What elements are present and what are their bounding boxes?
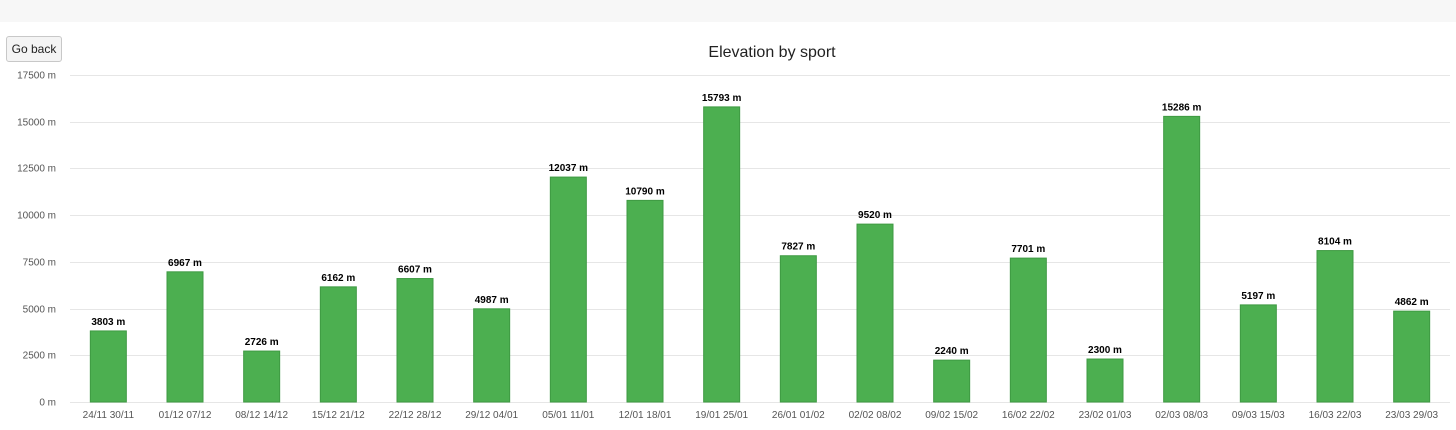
x-tick-label: 16/02 22/02 — [1002, 410, 1055, 421]
bar[interactable] — [1316, 250, 1354, 403]
y-tick-label: 5000 m — [23, 305, 56, 316]
bar-value-label: 2726 m — [245, 337, 279, 348]
x-tick-label: 26/01 01/02 — [772, 410, 825, 421]
bar-value-label: 15793 m — [702, 93, 742, 104]
bar[interactable] — [319, 286, 357, 403]
y-tick-label: 0 m — [39, 398, 56, 409]
bar-value-label: 9520 m — [858, 210, 892, 221]
bar[interactable] — [473, 308, 511, 403]
bar-value-label: 6162 m — [321, 273, 355, 284]
bar[interactable] — [1009, 257, 1047, 403]
bar-value-label: 3803 m — [91, 317, 125, 328]
x-tick-label: 23/03 29/03 — [1385, 410, 1438, 421]
x-tick-label: 05/01 11/01 — [542, 410, 595, 421]
x-tick-label: 09/03 15/03 — [1232, 410, 1285, 421]
bar[interactable] — [856, 223, 894, 403]
bar[interactable] — [779, 255, 817, 403]
go-back-button[interactable]: Go back — [6, 36, 62, 62]
bar[interactable] — [549, 176, 587, 403]
y-tick-label: 12500 m — [17, 164, 56, 175]
x-tick-label: 24/11 30/11 — [83, 410, 135, 421]
y-tick-label: 15000 m — [17, 118, 56, 129]
bar-value-label: 5197 m — [1241, 291, 1275, 302]
bar[interactable] — [933, 359, 971, 403]
y-tick-label: 10000 m — [17, 211, 56, 222]
bar-value-label: 2300 m — [1088, 345, 1122, 356]
x-tick-label: 02/03 08/03 — [1155, 410, 1208, 421]
x-tick-label: 09/02 15/02 — [925, 410, 978, 421]
bar[interactable] — [1163, 115, 1201, 403]
y-tick-label: 17500 m — [17, 71, 56, 82]
bar-value-label: 7827 m — [781, 242, 815, 253]
bar-value-label: 6607 m — [398, 265, 432, 276]
y-tick-label: 7500 m — [23, 258, 56, 269]
bar-value-label: 4862 m — [1395, 297, 1429, 308]
x-tick-label: 19/01 25/01 — [695, 410, 748, 421]
bar[interactable] — [396, 278, 434, 403]
x-tick-label: 08/12 14/12 — [235, 410, 288, 421]
bar[interactable] — [626, 199, 664, 403]
bar[interactable] — [1086, 358, 1124, 403]
x-tick-label: 02/02 08/02 — [849, 410, 902, 421]
y-tick-label: 2500 m — [23, 351, 56, 362]
top-bar — [0, 0, 1456, 22]
bar-value-label: 7701 m — [1011, 244, 1045, 255]
bar-value-label: 8104 m — [1318, 237, 1352, 248]
x-tick-label: 16/03 22/03 — [1309, 410, 1362, 421]
bar[interactable] — [1239, 304, 1277, 403]
x-tick-label: 15/12 21/12 — [312, 410, 365, 421]
bar-value-label: 6967 m — [168, 258, 202, 269]
bar-value-label: 10790 m — [625, 186, 665, 197]
bar[interactable] — [1393, 310, 1431, 403]
bar[interactable] — [89, 330, 127, 403]
x-tick-label: 29/12 04/01 — [465, 410, 518, 421]
x-tick-label: 22/12 28/12 — [389, 410, 442, 421]
bar[interactable] — [703, 106, 741, 403]
bar-value-label: 12037 m — [549, 163, 589, 174]
chart-title: Elevation by sport — [708, 44, 836, 61]
x-tick-label: 23/02 01/03 — [1079, 410, 1132, 421]
bar-value-label: 2240 m — [935, 346, 969, 357]
x-tick-label: 12/01 18/01 — [619, 410, 672, 421]
bar[interactable] — [166, 271, 204, 403]
bar[interactable] — [243, 350, 281, 403]
bar-value-label: 4987 m — [475, 295, 509, 306]
bar-value-label: 15286 m — [1162, 102, 1202, 113]
x-tick-label: 01/12 07/12 — [159, 410, 212, 421]
